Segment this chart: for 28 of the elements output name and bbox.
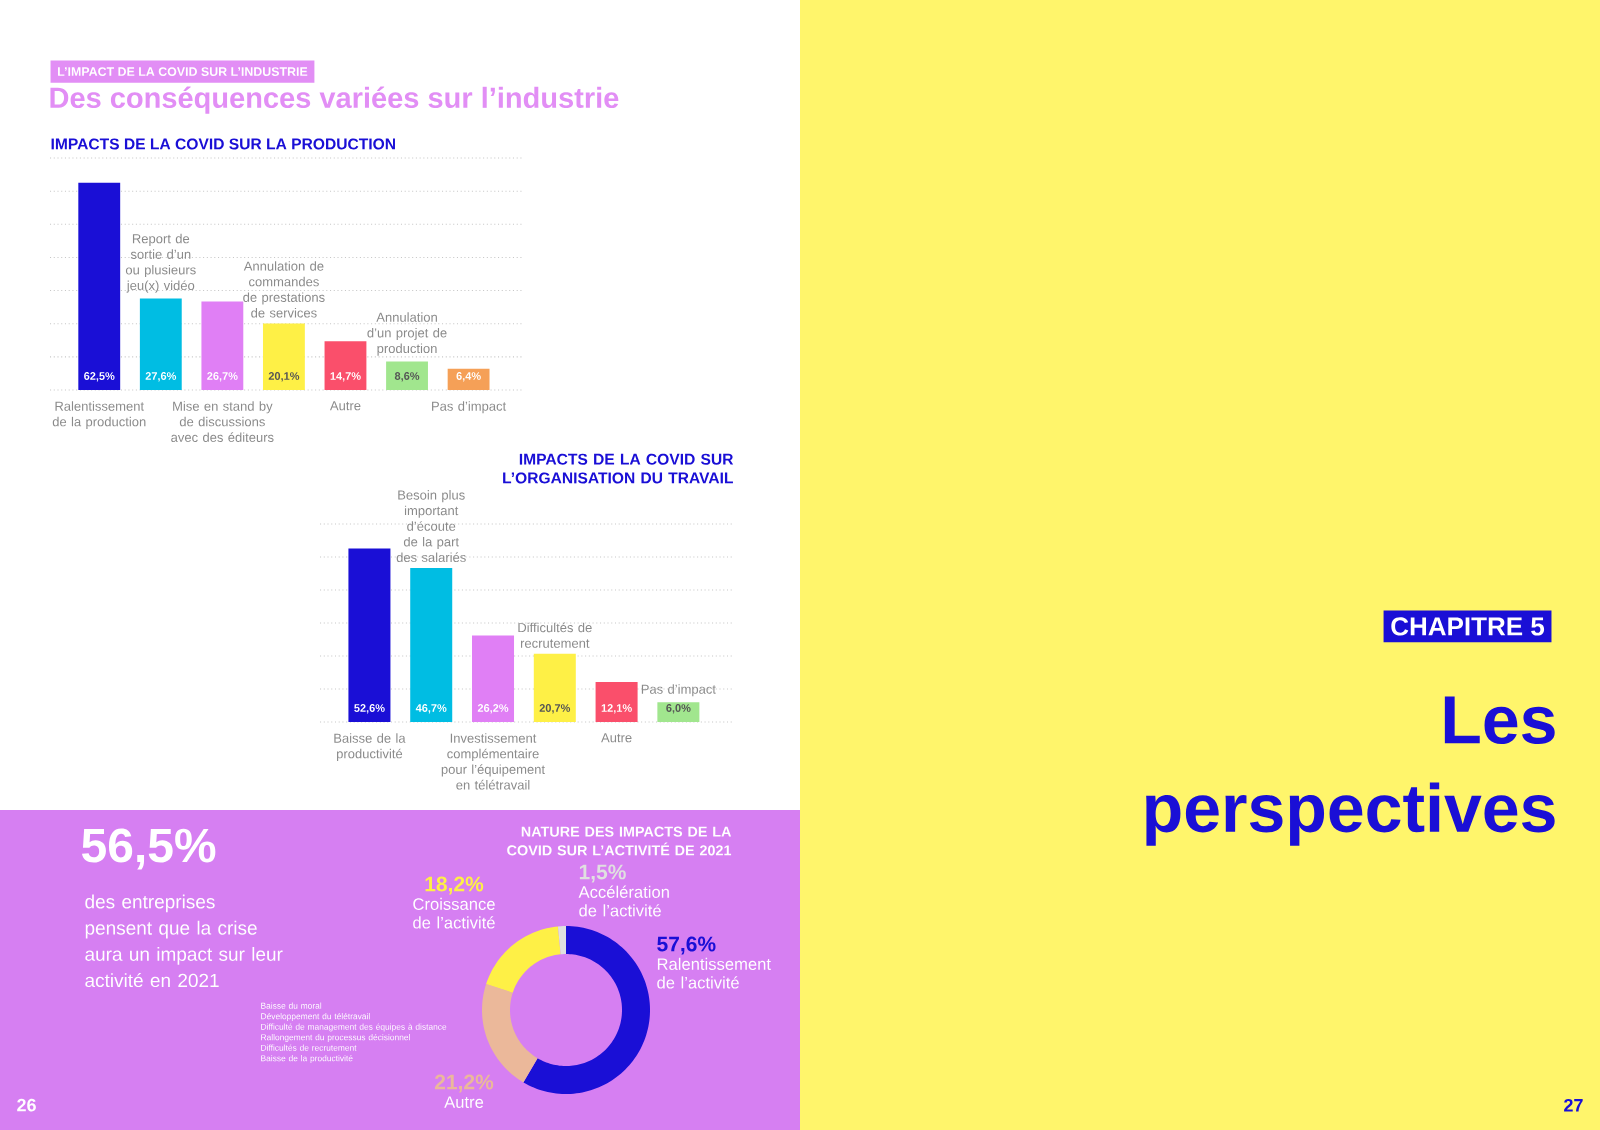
data-label: 18,2% [425,876,484,895]
text: CHAPITRE 5 [1391,617,1545,636]
bar [324,341,367,391]
slice-label: Autre [444,1096,484,1108]
bar [657,702,700,723]
bar [348,548,391,723]
text: 56,5% [82,828,216,870]
bar [595,682,638,723]
slice-label: Ralentissement de l’activité [657,957,771,989]
text: 26 [17,1098,36,1112]
bar [472,635,515,723]
data-label: 21,2% [434,1074,494,1093]
bar [386,361,428,391]
data-label: 1,5% [579,864,626,883]
text: 27 [1564,1098,1583,1112]
text: Des conséquences variées sur l’industrie [50,86,619,114]
bar [447,368,490,391]
slice-label: Accélération de l’activité [578,885,669,917]
bar [201,301,244,391]
text: des entreprises pensent que la crise aura un impact sur leur activité en 2021 [85,894,283,988]
data-label: 57,6% [657,936,716,955]
bar [139,298,182,391]
text: Les perspectives [1146,696,1555,846]
bar [410,567,453,723]
bar [533,653,576,723]
bar [262,323,305,391]
slice-label: Croissance de l’activité [413,897,495,929]
bar [78,182,121,391]
